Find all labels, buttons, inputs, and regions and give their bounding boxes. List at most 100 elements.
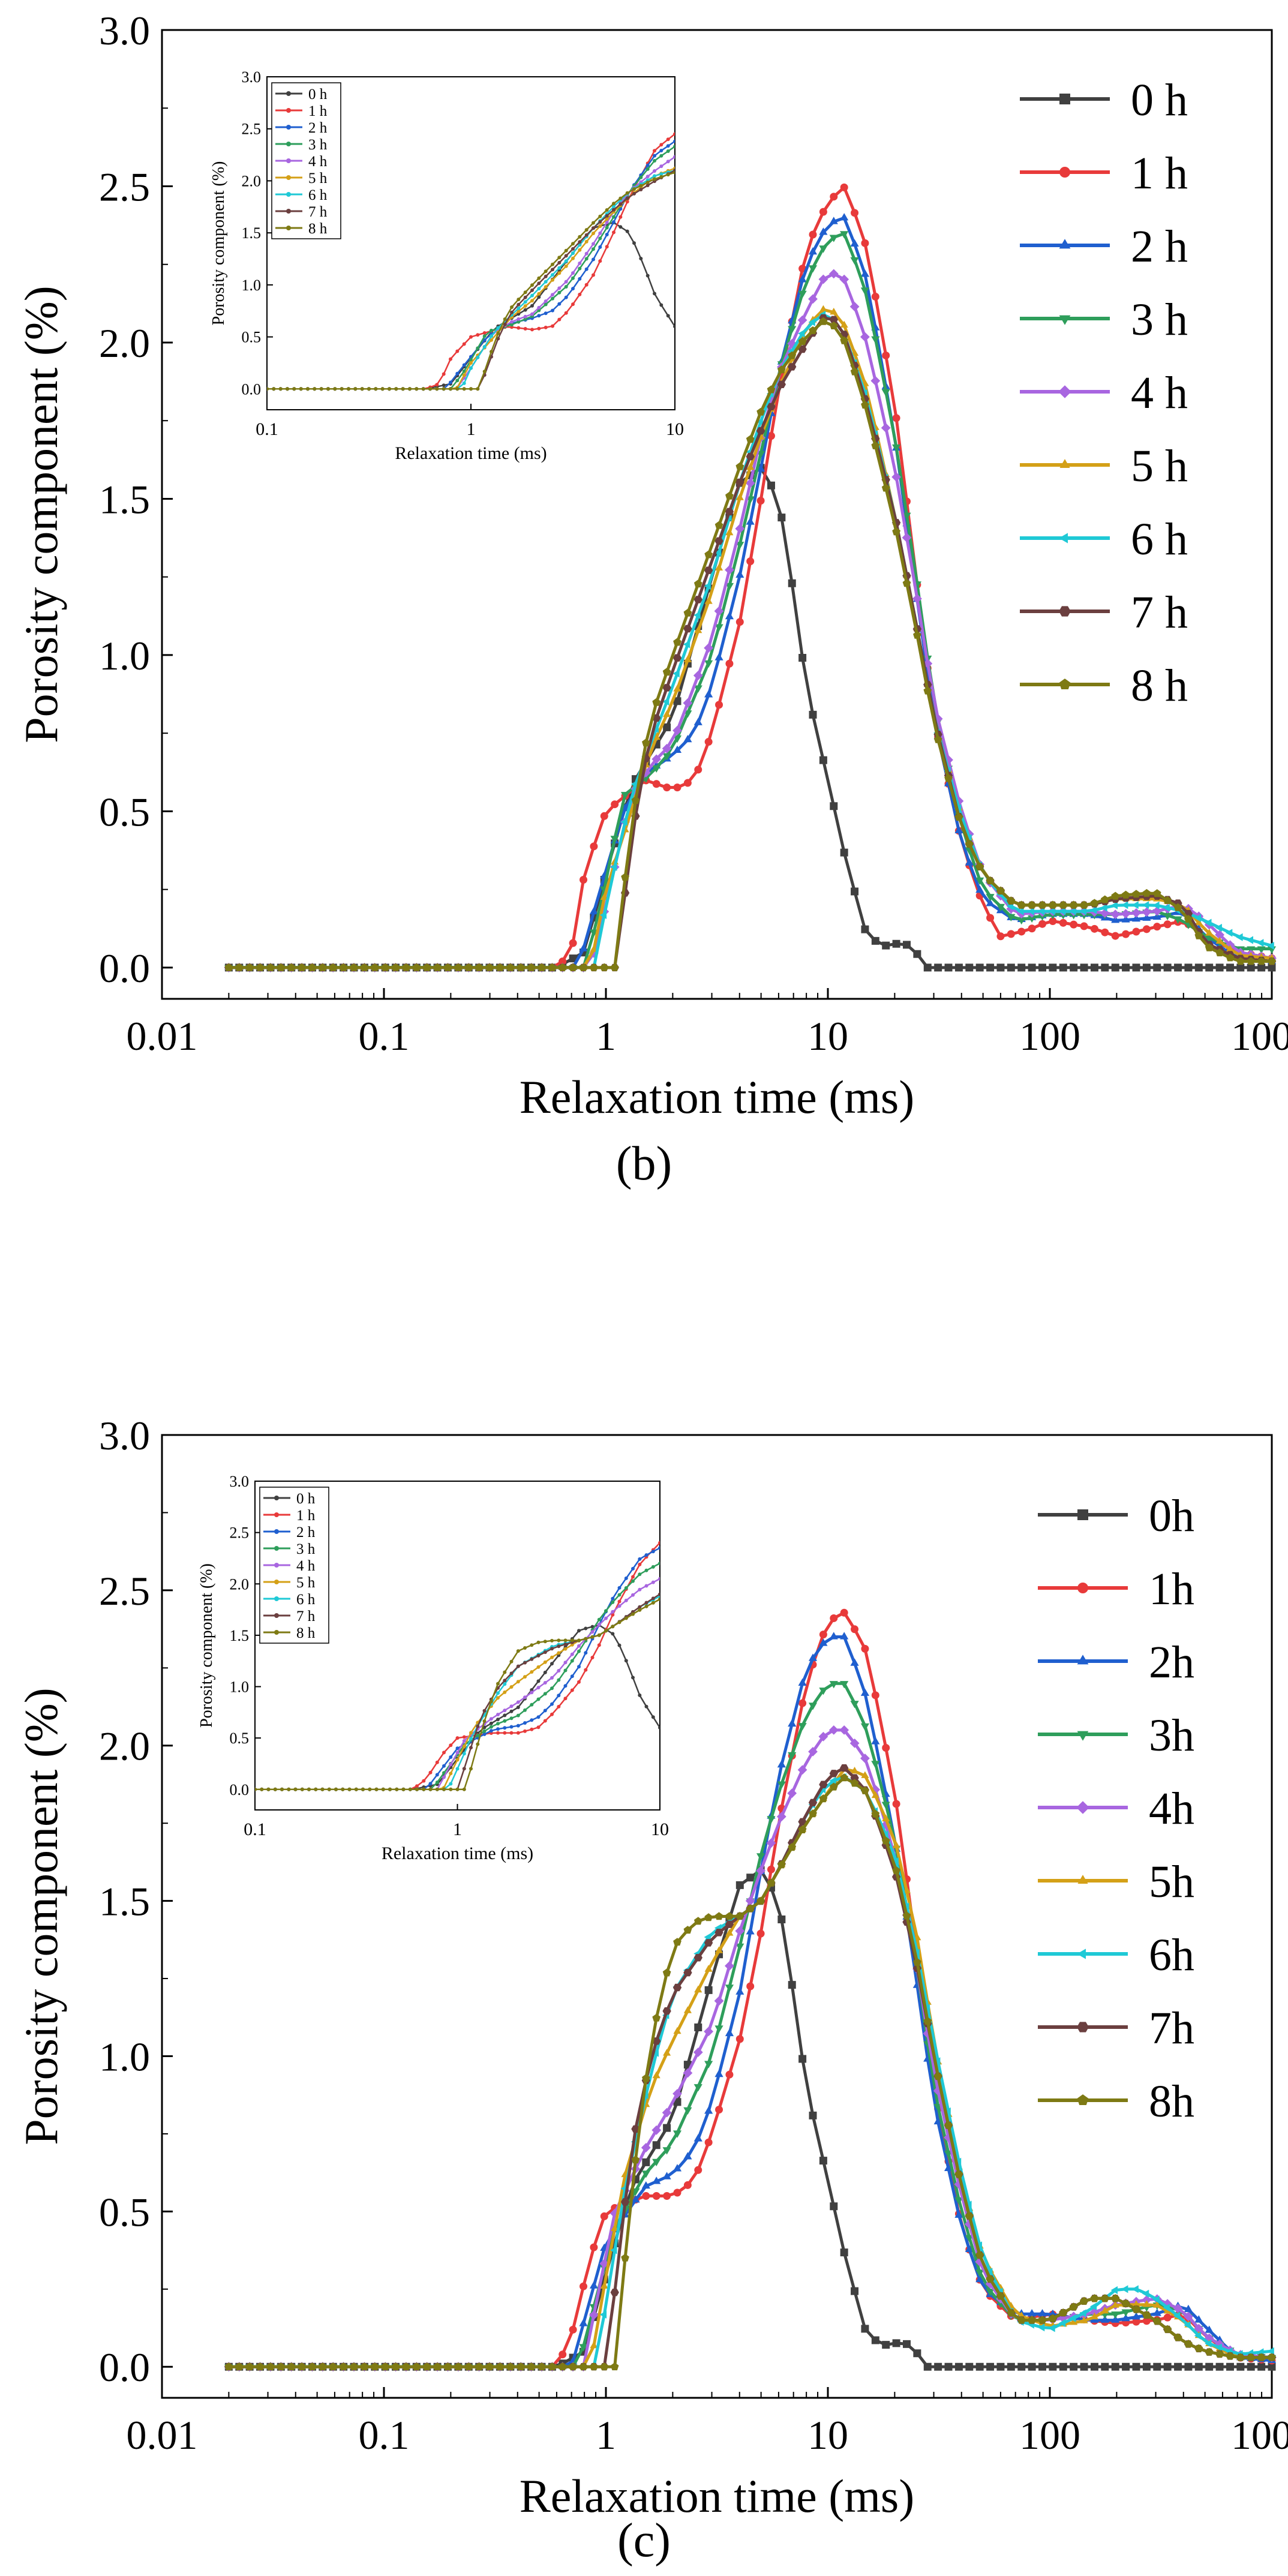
data-point <box>527 963 536 971</box>
inset-legend-label: 7 h <box>308 204 328 220</box>
data-point <box>391 2362 400 2371</box>
x-tick-label: 1 <box>596 2412 616 2458</box>
data-point <box>599 2310 607 2319</box>
data-point <box>735 493 744 500</box>
data-point <box>725 611 734 620</box>
inset-y-axis-label: Porosity component (%) <box>209 161 228 326</box>
data-point <box>1007 930 1015 938</box>
data-point <box>1194 2315 1203 2323</box>
data-point <box>1038 2316 1047 2324</box>
legend-marker <box>1077 1583 1088 1593</box>
legend-marker <box>1059 678 1071 689</box>
legend-marker <box>1077 1875 1088 1884</box>
data-point <box>986 2274 995 2283</box>
data-point <box>580 2282 588 2290</box>
data-point <box>798 2055 807 2063</box>
data-point <box>1017 963 1026 972</box>
data-point <box>245 963 254 971</box>
legend-marker <box>1076 1801 1089 1814</box>
data-point <box>798 1678 807 1686</box>
data-point <box>756 1853 765 1861</box>
data-point <box>683 625 692 633</box>
data-point <box>683 2006 692 2013</box>
data-point <box>870 376 881 386</box>
series-line <box>229 1776 1272 2368</box>
inset-y-tick-label: 0.5 <box>242 329 262 346</box>
data-point <box>610 2289 619 2296</box>
data-point <box>714 537 723 545</box>
data-point <box>704 2138 713 2146</box>
legend-marker <box>1059 239 1071 249</box>
data-point <box>830 802 838 810</box>
data-point <box>1131 914 1141 922</box>
data-point <box>1110 901 1118 909</box>
data-point <box>809 1809 817 1818</box>
data-point <box>891 472 902 482</box>
inset-x-axis-label: Relaxation time (ms) <box>395 443 547 463</box>
data-point <box>704 1986 713 1994</box>
data-point <box>840 848 848 857</box>
data-point <box>642 738 650 747</box>
data-point <box>725 1920 734 1928</box>
data-point <box>391 963 400 971</box>
data-point <box>235 2362 244 2371</box>
series-line <box>229 313 1272 969</box>
inset-legend-label: 5 h <box>296 1575 316 1591</box>
data-point <box>819 1688 828 1695</box>
data-point <box>839 1725 849 1735</box>
data-point <box>1110 909 1121 920</box>
inset-legend-marker <box>286 142 291 146</box>
data-point <box>871 1691 879 1700</box>
inset-y-axis-label: Porosity component (%) <box>197 1563 216 1728</box>
data-point <box>641 2181 650 2189</box>
data-point <box>1142 888 1151 897</box>
data-point <box>725 2028 734 2037</box>
data-point <box>1070 920 1078 929</box>
data-point <box>694 1985 702 1993</box>
data-point <box>673 638 681 646</box>
data-point <box>725 1929 734 1936</box>
data-point <box>767 1878 776 1887</box>
inset-legend-label: 1 h <box>296 1508 316 1524</box>
data-point <box>746 1874 755 1882</box>
data-point <box>840 183 848 191</box>
inset-legend-label: 8 h <box>308 221 328 237</box>
data-point <box>871 293 879 301</box>
inset-legend-label: 0 h <box>308 86 328 103</box>
data-point <box>1059 2308 1068 2316</box>
data-point <box>1267 941 1274 950</box>
data-point <box>1205 2339 1212 2348</box>
inset-x-tick-label: 1 <box>453 1820 462 1839</box>
data-point <box>1121 2313 1130 2322</box>
data-point <box>694 2023 702 2031</box>
data-point <box>350 963 358 971</box>
data-point <box>1049 2362 1057 2371</box>
data-point <box>1059 963 1067 972</box>
data-point <box>527 2362 536 2371</box>
data-point <box>1236 2362 1245 2371</box>
data-point <box>881 1836 890 1845</box>
data-point <box>798 1723 807 1731</box>
data-point <box>1090 963 1098 972</box>
data-point <box>235 963 244 971</box>
data-point <box>704 550 713 559</box>
data-point <box>871 1809 880 1818</box>
data-point <box>714 548 722 557</box>
data-point <box>569 2362 577 2371</box>
data-point <box>1236 2353 1245 2361</box>
data-point <box>965 2235 974 2242</box>
data-point <box>1142 901 1149 909</box>
data-point <box>788 1981 796 1989</box>
data-point <box>776 1812 786 1822</box>
data-point <box>714 1946 723 1953</box>
data-point <box>808 1799 818 1806</box>
data-point <box>683 698 693 708</box>
data-point <box>715 701 723 709</box>
data-point <box>663 783 671 792</box>
data-point <box>1007 2308 1016 2317</box>
data-point <box>829 1782 838 1791</box>
data-point <box>1121 2309 1130 2317</box>
data-point <box>1226 963 1234 972</box>
data-point <box>683 2068 693 2078</box>
data-point <box>944 774 953 782</box>
